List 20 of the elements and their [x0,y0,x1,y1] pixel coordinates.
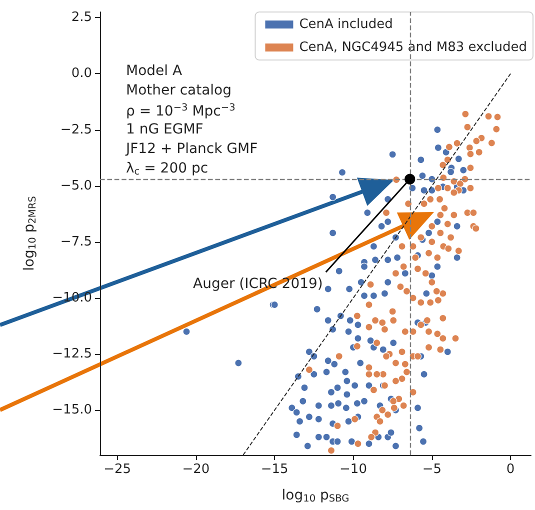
y-tick-label: −2.5 [60,122,92,138]
x-tick-label: −15 [260,462,288,477]
x-tick-label: −5 [422,462,442,477]
x-tick-label: 0 [506,462,515,477]
y-tick-label: −7.5 [60,234,92,250]
annotation: 1 nG EGMF [126,122,204,138]
y-tick-label: −12.5 [52,346,92,362]
x-tick-label: −10 [340,462,367,477]
x-tick-label: −25 [104,462,132,477]
y-tick-label: −5.0 [60,178,92,194]
annotation: Model A [126,63,182,79]
annotation: JF12 + Planck GMF [125,141,258,157]
y-tick-label: 2.5 [71,10,92,26]
y-tick-label: −15.0 [52,402,92,418]
legend-label: CenA included [299,17,393,32]
y-tick-label: 0.0 [71,66,92,82]
y-axis-title: log10 p2MRS [22,196,38,271]
x-tick-label: −20 [182,462,210,477]
annotation: Mother catalog [126,82,232,98]
legend-label: CenA, NGC4945 and M83 excluded [299,40,527,55]
